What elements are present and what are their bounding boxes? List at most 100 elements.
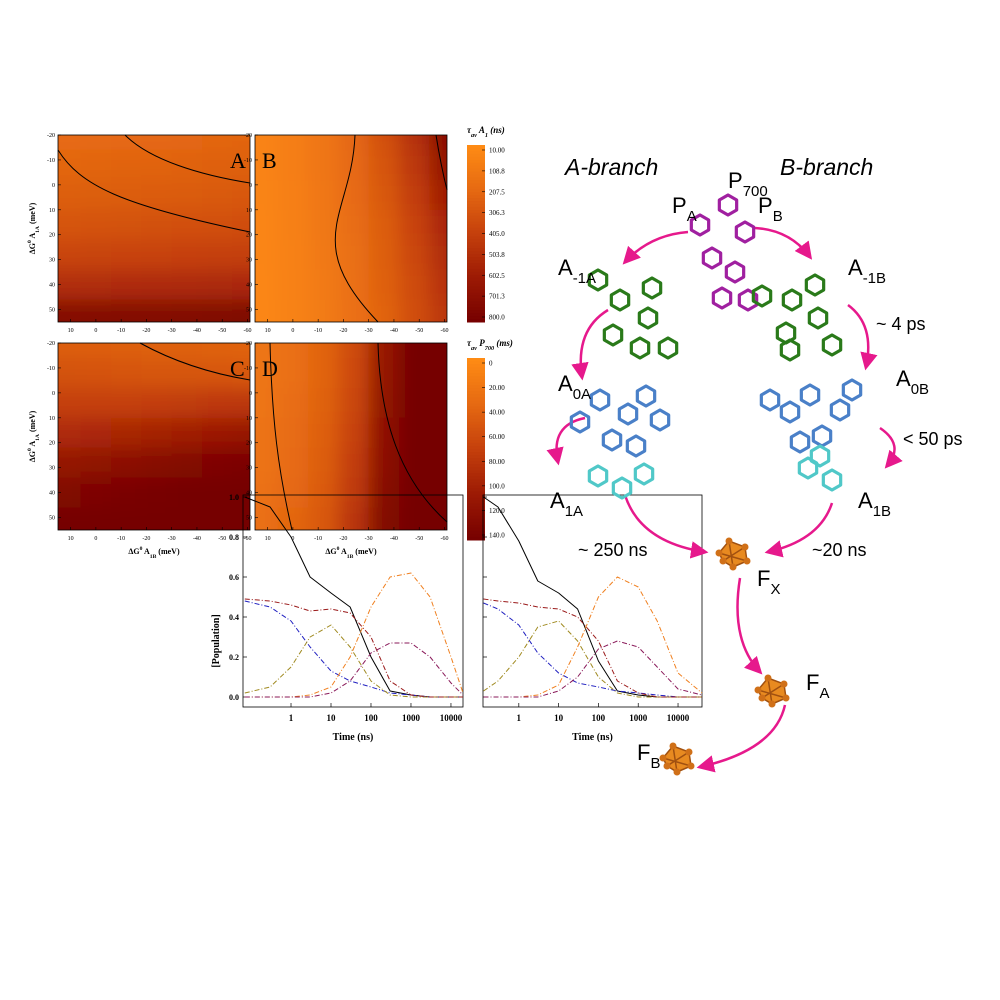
ring xyxy=(601,428,623,452)
colorbar-slice xyxy=(467,162,485,167)
x-tick-label: 100 xyxy=(364,713,378,723)
heatmap-cell xyxy=(308,507,339,530)
colorbar-slice xyxy=(467,527,485,532)
label-sub: A xyxy=(687,208,697,225)
colorbar-slice xyxy=(467,227,485,232)
heatmap-cell xyxy=(255,269,279,301)
heatmap-cell xyxy=(111,209,142,241)
colorbar-slice xyxy=(467,192,485,196)
label-main: A xyxy=(848,255,863,280)
x-tick-label: -50 xyxy=(415,536,423,542)
label-sub: B xyxy=(773,208,783,225)
heatmap-cell xyxy=(255,343,279,359)
heatmap-cell xyxy=(202,447,233,479)
ring xyxy=(789,430,811,454)
colorbar-slice xyxy=(467,488,485,492)
heatmap-cell xyxy=(255,477,279,509)
y-tick-label: 40 xyxy=(49,491,55,497)
colorbar-slice xyxy=(467,310,485,314)
label-part: ΔG xyxy=(325,547,336,556)
heatmap-cell xyxy=(80,343,112,359)
heatmap-cell xyxy=(111,417,142,449)
heatmap-cell xyxy=(141,209,173,241)
colorbar-slice xyxy=(467,512,485,517)
colorbar-slice xyxy=(467,195,485,199)
y-axis-label: ΔG0 A1A (meV) xyxy=(27,410,41,462)
heatmap-cell xyxy=(171,299,203,322)
label-sub: 1B xyxy=(873,503,891,520)
colorbar-slice xyxy=(467,189,485,193)
colorbar-slice xyxy=(467,298,485,302)
label-part: (meV) xyxy=(28,202,37,226)
x-tick-label: 10000 xyxy=(667,713,690,723)
molecule-label: A-1A xyxy=(558,255,596,287)
colorbar-slice xyxy=(467,364,485,368)
label-part: 0 xyxy=(27,448,33,451)
heatmap-cells xyxy=(58,135,250,322)
colorbar-slice xyxy=(467,382,485,386)
colorbar-slice xyxy=(467,479,485,483)
colorbar-slice xyxy=(467,265,485,270)
heatmap-cell xyxy=(171,387,203,419)
y-tick-label: 0 xyxy=(249,183,252,189)
colorbar-slice xyxy=(467,283,485,288)
heatmap-cell xyxy=(308,135,339,151)
heatmap-cell xyxy=(308,209,339,241)
heatmap-cell xyxy=(232,507,250,530)
branch-label: B-branch xyxy=(780,154,873,180)
heatmap-cell xyxy=(80,357,112,389)
y-tick-label: -20 xyxy=(47,341,55,347)
x-tick-label: -50 xyxy=(218,328,226,334)
heatmap-cell xyxy=(308,179,339,211)
label-part: A xyxy=(28,233,37,241)
heatmap-cell xyxy=(58,135,82,151)
y-tick-label: -20 xyxy=(244,133,252,139)
heatmap-cell xyxy=(202,417,233,449)
heatmap-cell xyxy=(338,343,370,359)
heatmap-cell xyxy=(338,507,370,530)
ring xyxy=(829,398,851,422)
heatmap-cell xyxy=(338,149,370,181)
y-tick-label: 40 xyxy=(246,491,252,497)
heatmap-cell xyxy=(111,343,142,359)
label-main: A xyxy=(858,488,873,513)
colorbar-slice xyxy=(467,430,485,435)
rate-label: ~ 4 ps xyxy=(876,314,926,334)
y-tick-label: -10 xyxy=(244,366,252,372)
ring xyxy=(809,444,831,468)
heatmap-cell xyxy=(429,387,447,419)
contour-lines xyxy=(57,134,448,531)
colorbar-slice xyxy=(467,449,485,453)
colorbar-slice xyxy=(467,221,485,226)
x-tick-label: -60 xyxy=(440,328,448,334)
colorbar-slice xyxy=(467,198,485,202)
heatmap-cell xyxy=(399,239,430,271)
series-line xyxy=(244,572,464,698)
heatmap-cell xyxy=(277,149,309,181)
label-main: A xyxy=(558,255,573,280)
heatmap-cell xyxy=(399,357,430,389)
colorbar-slice xyxy=(467,406,485,411)
colorbar-slice xyxy=(467,301,485,305)
heatmap-cell xyxy=(202,149,233,181)
heatmap-cell xyxy=(308,239,339,271)
heatmap-cell xyxy=(141,357,173,389)
heatmap-cell xyxy=(368,447,400,479)
diagram: A-branch B-branch ~ 4 ps < 50 ps ~ 250 n… xyxy=(546,154,963,776)
heatmap-cell xyxy=(308,477,339,509)
colorbar-slice xyxy=(467,274,485,279)
atom xyxy=(741,543,749,551)
heatmap-cell xyxy=(399,209,430,241)
label-part: (meV) xyxy=(156,547,180,556)
atom xyxy=(659,754,667,762)
colorbar-slice xyxy=(467,455,485,459)
label-part: (meV) xyxy=(353,547,377,556)
colorbar-slice xyxy=(467,251,485,255)
frame xyxy=(57,342,251,531)
colorbar-slice xyxy=(467,445,485,450)
ring xyxy=(587,464,609,488)
label-part: A xyxy=(339,547,347,556)
colorbar-slice xyxy=(467,218,485,223)
label-part: ΔG xyxy=(28,243,37,254)
molecule-label: A0A xyxy=(558,371,591,403)
